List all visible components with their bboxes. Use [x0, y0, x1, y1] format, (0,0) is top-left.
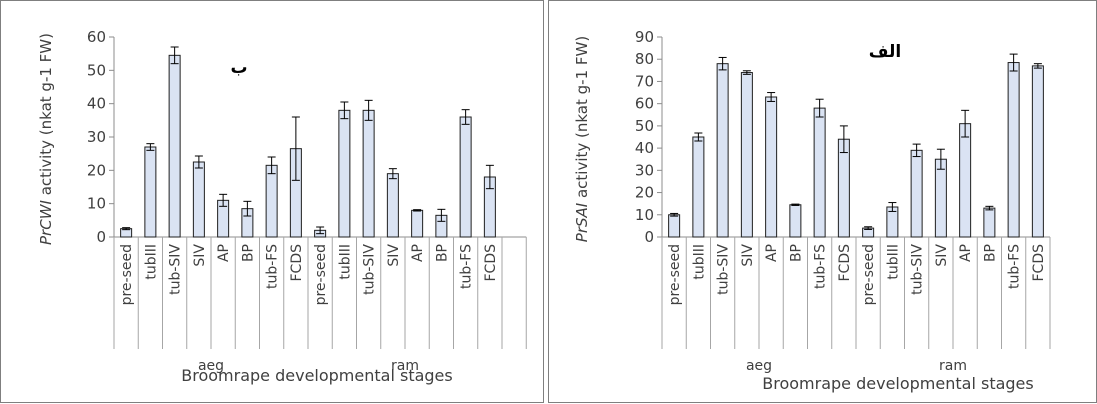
y-axis-label-unit: activity (nkat g-1 FW): [573, 36, 591, 203]
bar: [192, 161, 205, 238]
bar: [837, 138, 850, 238]
y-tick-label: 50: [87, 61, 106, 79]
y-tick-label: 30: [635, 161, 654, 179]
y-tick-label: 20: [87, 161, 106, 179]
category-label: tubIII: [691, 244, 707, 280]
y-axis-label: PrSAI activity (nkat g-1 FW): [573, 36, 591, 242]
category-label: tub-SIV: [910, 244, 926, 295]
bar: [692, 136, 705, 238]
bar: [411, 209, 424, 238]
bar: [1007, 62, 1020, 238]
category-label: AP: [410, 244, 426, 262]
category-label: tubIII: [143, 244, 159, 280]
y-tick-label: 50: [635, 117, 654, 135]
bar: [813, 107, 826, 238]
category-label: tub-FS: [459, 244, 475, 289]
category-label: FCDS: [289, 244, 305, 282]
category-label: pre-seed: [861, 244, 877, 305]
bar: [168, 54, 181, 238]
bar: [934, 158, 947, 238]
category-label: tubIII: [337, 244, 353, 280]
bar: [959, 123, 972, 238]
bar: [789, 204, 802, 238]
y-axis-label-unit: activity (nkat g-1 FW): [37, 33, 55, 200]
y-axis-label-gene: PrSAI: [573, 202, 591, 242]
category-label: tub-FS: [1007, 244, 1023, 289]
category-label: tub-SIV: [716, 244, 732, 295]
bar: [459, 116, 472, 238]
group-label: ram: [391, 358, 419, 374]
category-label: tub-FS: [265, 244, 281, 289]
category-label: AP: [958, 244, 974, 262]
y-tick-label: 20: [635, 184, 654, 202]
category-label: SIV: [740, 244, 756, 267]
category-label: pre-seed: [313, 244, 329, 305]
category-label: SIV: [386, 244, 402, 267]
category-label: tub-FS: [813, 244, 829, 289]
chart-panel-prsai: 0 10 20 30 40 50 60 70 80 90 PrSAI activity (nkat …: [548, 0, 1097, 403]
group-label: aeg: [198, 358, 224, 374]
y-tick-label: 30: [87, 128, 106, 146]
bar: [740, 72, 753, 238]
category-label: SIV: [192, 244, 208, 267]
bar: [668, 214, 681, 238]
panel-tag: ب: [230, 58, 247, 78]
bar: [765, 96, 778, 238]
category-label: BP: [982, 244, 998, 262]
group-label: aeg: [746, 358, 772, 374]
category-label: tub-SIV: [168, 244, 184, 295]
bar: [386, 173, 399, 238]
x-axis-label: Broomrape developmental stages: [181, 366, 452, 385]
category-label: tub-SIV: [362, 244, 378, 295]
category-label: BP: [240, 244, 256, 262]
y-tick-label: 60: [635, 95, 654, 113]
category-label: AP: [764, 244, 780, 262]
y-tick-label: 40: [87, 95, 106, 113]
bar: [910, 149, 923, 238]
prsai-bar-chart: 0 10 20 30 40 50 60 70 80 90 PrSAI activity (nkat …: [573, 28, 1051, 393]
y-axis-label-gene: PrCWI: [37, 199, 55, 245]
bar: [362, 109, 375, 238]
y-tick-label: 10: [87, 195, 106, 213]
bar: [1031, 65, 1044, 238]
category-label: FCDS: [483, 244, 499, 282]
category-label: tubIII: [885, 244, 901, 280]
group-label: ram: [939, 358, 967, 374]
y-tick-label: 80: [635, 50, 654, 68]
category-label: BP: [434, 244, 450, 262]
bar: [338, 109, 351, 238]
panel-tag: الف: [869, 42, 901, 62]
prcwi-bar-chart: 0 10 20 30 40 50 60 PrCWI activity (nkat g-1 FW…: [37, 28, 527, 385]
y-tick-label: 90: [635, 28, 654, 46]
y-tick-label: 0: [96, 228, 106, 246]
y-axis-label: PrCWI activity (nkat g-1 FW): [37, 33, 55, 245]
bar: [716, 63, 729, 238]
category-label: FCDS: [1031, 244, 1047, 282]
category-label: pre-seed: [119, 244, 135, 305]
y-tick-label: 10: [635, 206, 654, 224]
category-label: SIV: [934, 244, 950, 267]
y-tick-label: 0: [644, 228, 654, 246]
category-label: AP: [216, 244, 232, 262]
category-label: BP: [788, 244, 804, 262]
bar: [265, 164, 278, 238]
chart-panel-prcwi: 0 10 20 30 40 50 60 PrCWI activity (nkat g-1 FW…: [0, 0, 544, 403]
x-axis-label: Broomrape developmental stages: [762, 374, 1033, 393]
y-tick-label: 60: [87, 28, 106, 46]
bar: [983, 207, 996, 238]
bar: [144, 146, 157, 238]
y-tick-label: 70: [635, 72, 654, 90]
category-label: FCDS: [837, 244, 853, 282]
category-label: pre-seed: [667, 244, 683, 305]
y-tick-label: 40: [635, 139, 654, 157]
